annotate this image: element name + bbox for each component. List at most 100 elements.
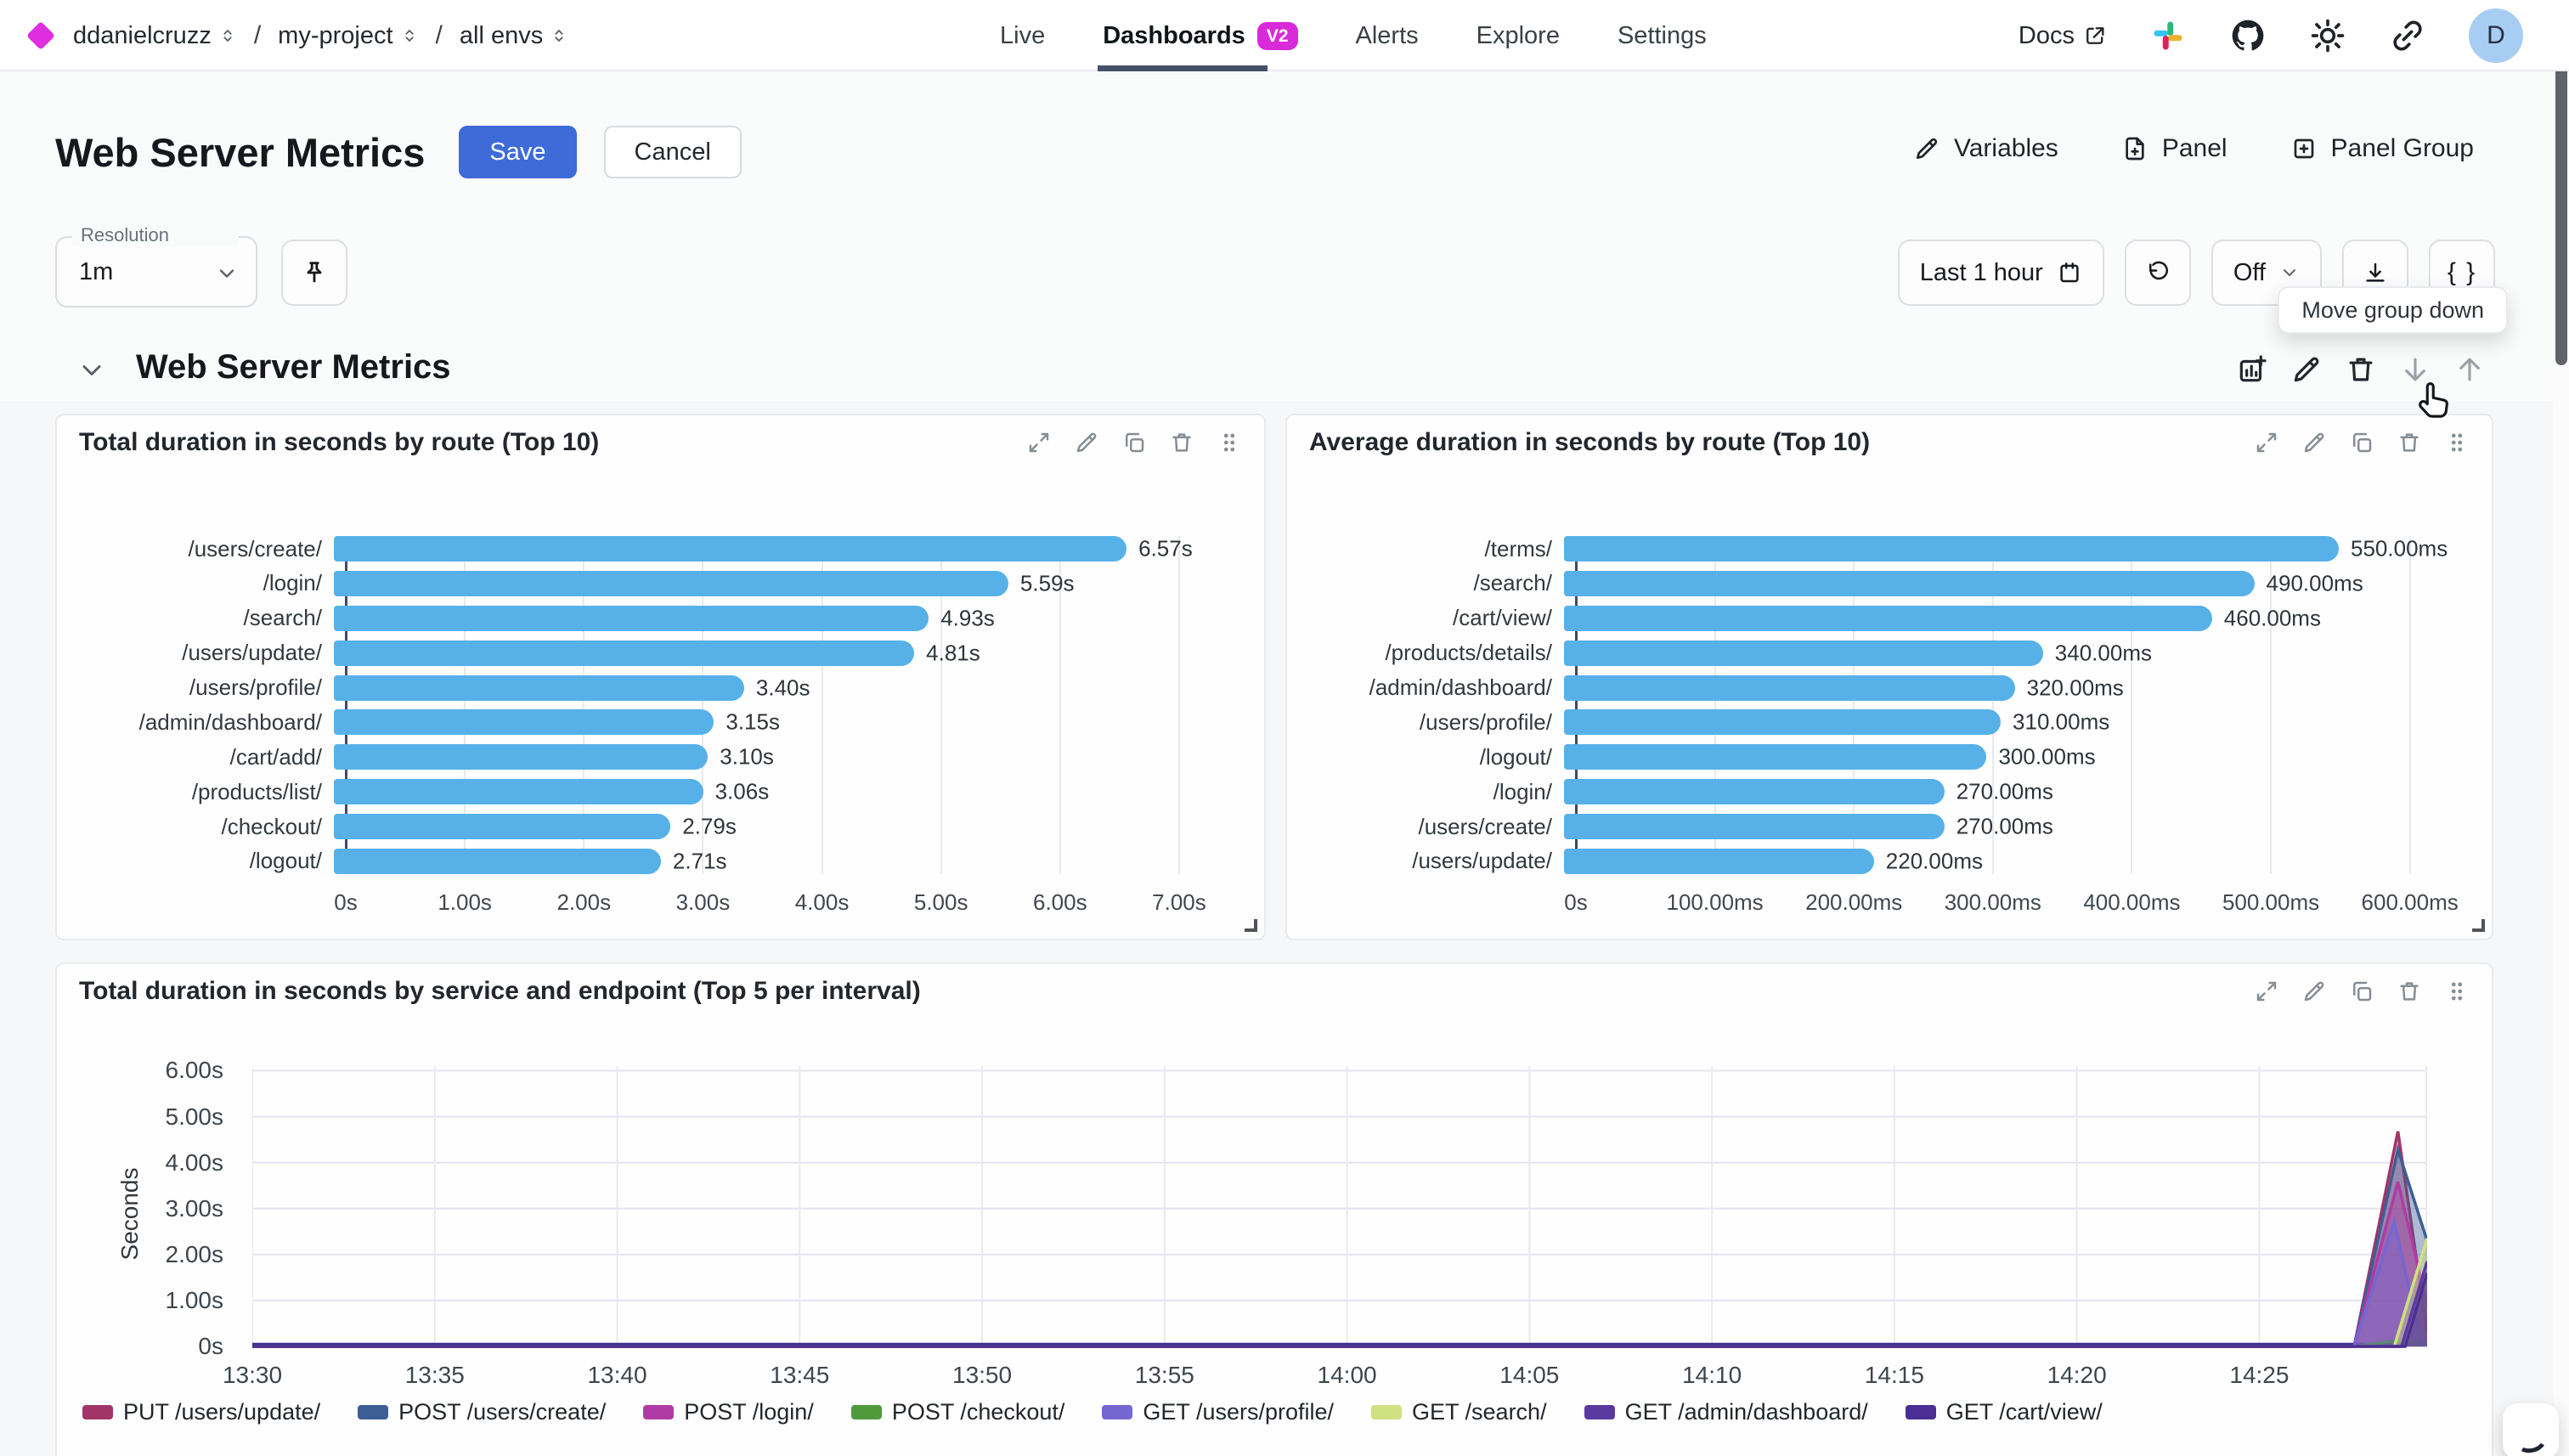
tab-live[interactable]: Live xyxy=(1000,0,1045,71)
duplicate-panel-icon[interactable] xyxy=(1121,430,1147,455)
edit-group-icon[interactable] xyxy=(2290,353,2323,386)
main-nav-tabs: Live Dashboards V2 Alerts Explore Settin… xyxy=(1000,0,1707,71)
add-panel-button[interactable]: Panel xyxy=(2121,134,2227,163)
tab-alerts[interactable]: Alerts xyxy=(1356,0,1419,71)
tab-explore[interactable]: Explore xyxy=(1476,0,1560,71)
time-range-picker[interactable]: Last 1 hour xyxy=(1897,240,2104,306)
pin-button[interactable] xyxy=(281,240,347,306)
edit-panel-icon[interactable] xyxy=(2301,430,2327,455)
series-line xyxy=(252,1131,2427,1348)
bar[interactable] xyxy=(334,814,671,839)
share-link-icon[interactable] xyxy=(2389,17,2426,54)
cancel-button[interactable]: Cancel xyxy=(603,126,742,178)
breadcrumb-env[interactable]: all envs xyxy=(460,22,568,50)
chevron-down-icon xyxy=(2279,262,2300,283)
breadcrumb-org[interactable]: ddanielcruzz xyxy=(73,22,237,50)
variables-label: Variables xyxy=(1953,134,2058,162)
bar[interactable] xyxy=(334,779,703,805)
bar[interactable] xyxy=(334,744,709,770)
bar-track: 320.00ms xyxy=(1564,674,2454,701)
bar-row: /terms/550.00ms xyxy=(1309,536,2454,562)
legend-swatch xyxy=(643,1405,675,1419)
duplicate-panel-icon[interactable] xyxy=(2349,430,2374,455)
edit-panel-icon[interactable] xyxy=(2301,979,2327,1004)
y-axis-tick-label: 0s xyxy=(198,1333,223,1359)
delete-panel-icon[interactable] xyxy=(2397,979,2422,1004)
tab-settings[interactable]: Settings xyxy=(1618,0,1707,71)
bar-chart-total-duration: /users/create/6.57s/login/5.59s/search/4… xyxy=(79,536,1227,923)
bar[interactable] xyxy=(334,570,1008,596)
drag-handle-icon[interactable] xyxy=(1217,430,1242,455)
duplicate-panel-icon[interactable] xyxy=(2349,979,2374,1004)
bar-row: /users/create/6.57s xyxy=(79,536,1227,562)
bar[interactable] xyxy=(334,536,1127,562)
move-group-up-icon[interactable] xyxy=(2453,353,2486,386)
resize-handle[interactable] xyxy=(2472,919,2485,932)
bar[interactable] xyxy=(1564,536,2340,562)
expand-panel-icon[interactable] xyxy=(2254,430,2279,455)
floating-chat-widget[interactable] xyxy=(2503,1403,2559,1456)
legend-swatch xyxy=(1584,1405,1615,1419)
expand-panel-icon[interactable] xyxy=(2254,979,2279,1004)
series-area xyxy=(252,1261,2427,1346)
legend-item[interactable]: GET /search/ xyxy=(1371,1399,1547,1425)
variables-button[interactable]: Variables xyxy=(1913,134,2058,163)
bar[interactable] xyxy=(1564,570,2255,596)
bar[interactable] xyxy=(1564,814,1945,839)
bar[interactable] xyxy=(334,709,714,736)
delete-panel-icon[interactable] xyxy=(1169,430,1194,455)
legend-label: PUT /users/update/ xyxy=(123,1399,321,1425)
refresh-button[interactable] xyxy=(2124,240,2191,306)
bar[interactable] xyxy=(1564,709,2002,736)
breadcrumb-project[interactable]: my-project xyxy=(278,22,418,50)
scrollbar-thumb[interactable] xyxy=(2555,22,2567,365)
legend-item[interactable]: POST /checkout/ xyxy=(850,1399,1064,1425)
legend-item[interactable]: POST /users/create/ xyxy=(358,1399,606,1425)
avatar[interactable]: D xyxy=(2469,8,2523,63)
bar-value-label: 2.71s xyxy=(672,848,727,874)
legend-item[interactable]: POST /login/ xyxy=(643,1399,814,1425)
theme-toggle-icon[interactable] xyxy=(2309,17,2346,54)
bar-category-label: /users/update/ xyxy=(182,640,322,666)
bar[interactable] xyxy=(1564,744,1987,770)
brand-logo-icon[interactable] xyxy=(26,21,55,50)
legend-item[interactable]: GET /admin/dashboard/ xyxy=(1584,1399,1868,1425)
bar[interactable] xyxy=(1564,779,1945,805)
bar-category-label: /cart/view/ xyxy=(1452,605,1552,631)
add-panel-to-group-icon[interactable] xyxy=(2236,353,2268,386)
bar[interactable] xyxy=(1564,605,2212,631)
delete-group-icon[interactable] xyxy=(2345,353,2377,386)
drag-handle-icon[interactable] xyxy=(2444,979,2470,1004)
bar[interactable] xyxy=(334,605,929,631)
edit-panel-icon[interactable] xyxy=(1074,430,1099,455)
move-group-down-icon[interactable] xyxy=(2399,353,2431,386)
series-area xyxy=(252,1221,2427,1346)
bar[interactable] xyxy=(334,674,744,701)
expand-panel-icon[interactable] xyxy=(1026,430,1052,455)
legend-item[interactable]: PUT /users/update/ xyxy=(82,1399,320,1425)
x-axis-tick-label: 600.00ms xyxy=(2361,889,2459,915)
github-icon[interactable] xyxy=(2229,17,2267,54)
legend-item[interactable]: GET /cart/view/ xyxy=(1905,1399,2103,1425)
bar[interactable] xyxy=(1564,848,1874,874)
bar[interactable] xyxy=(1564,674,2015,701)
delete-panel-icon[interactable] xyxy=(2397,430,2422,455)
bar-value-label: 2.79s xyxy=(682,813,737,839)
legend-label: GET /admin/dashboard/ xyxy=(1624,1399,1868,1425)
add-panel-group-button[interactable]: Panel Group xyxy=(2290,134,2474,163)
save-button[interactable]: Save xyxy=(459,126,577,178)
bar[interactable] xyxy=(334,848,661,874)
bar[interactable] xyxy=(1564,640,2043,666)
legend-item[interactable]: GET /users/profile/ xyxy=(1102,1399,1334,1425)
slack-icon[interactable] xyxy=(2149,17,2187,54)
tab-dashboards[interactable]: Dashboards V2 xyxy=(1098,0,1298,71)
resolution-select[interactable]: Resolution 1m xyxy=(55,224,257,308)
resize-handle[interactable] xyxy=(1245,919,1257,932)
drag-handle-icon[interactable] xyxy=(2444,430,2470,455)
gridline xyxy=(2408,536,2411,874)
docs-link[interactable]: Docs xyxy=(2019,22,2107,50)
y-axis-tick-label: 5.00s xyxy=(165,1103,224,1130)
bar[interactable] xyxy=(334,640,915,666)
collapse-group-icon[interactable] xyxy=(76,355,107,386)
pin-icon xyxy=(300,258,329,287)
